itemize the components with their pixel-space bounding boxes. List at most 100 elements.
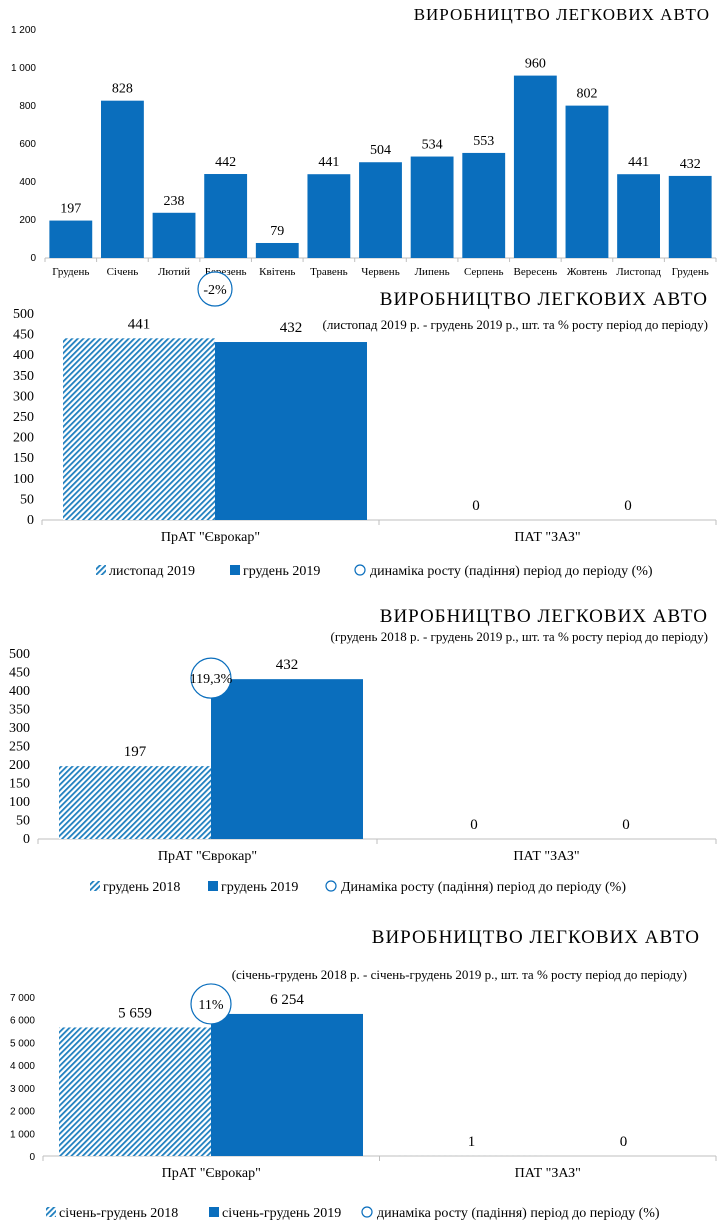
y-tick-label: 0 — [23, 832, 30, 847]
data-label: 0 — [470, 817, 478, 833]
y-tick-label: 600 — [19, 139, 36, 150]
legend-label: динаміка росту (падіння) період до періо… — [377, 1206, 660, 1221]
y-tick-label: 350 — [13, 369, 34, 384]
legend-circle-swatch — [354, 564, 366, 576]
y-tick-label: 450 — [13, 328, 34, 343]
legend-label: динаміка росту (падіння) період до періо… — [370, 564, 653, 579]
x-tick-label: Серпень — [464, 266, 504, 278]
dec2018-dec2019-chart: ВИРОБНИЦТВО ЛЕГКОВИХ АВТО (грудень 2018 р… — [9, 606, 717, 895]
bar-solid — [211, 1013, 363, 1156]
year-2018-2019-chart: ВИРОБНИЦТВО ЛЕГКОВИХ АВТО (січень-грудень… — [10, 927, 717, 1221]
data-label: 960 — [525, 57, 546, 72]
growth-label: 119,3% — [190, 672, 233, 687]
legend-label: грудень 2018 — [103, 880, 180, 895]
data-label: 0 — [472, 498, 480, 514]
bar-solid — [215, 342, 367, 520]
nov-dec-2019-chart: ВИРОБНИЦТВО ЛЕГКОВИХ АВТО (листопад 2019 … — [13, 271, 717, 579]
y-tick-label: 400 — [9, 684, 30, 699]
data-label: 0 — [622, 817, 630, 833]
legend-label: листопад 2019 — [109, 564, 195, 579]
growth-circle — [190, 657, 232, 699]
y-tick-label: 1 200 — [11, 25, 36, 36]
data-label: 238 — [164, 194, 185, 209]
y-tick-label: 100 — [13, 472, 34, 487]
data-label: 1 — [468, 1134, 476, 1150]
legend-swatch — [46, 1207, 56, 1217]
chart-title: ВИРОБНИЦТВО ЛЕГКОВИХ АВТО — [380, 606, 708, 627]
y-tick-label: 50 — [16, 814, 30, 829]
data-label: 197 — [124, 744, 147, 760]
data-label: 441 — [318, 155, 339, 170]
data-label: 441 — [628, 155, 649, 170]
chart-title: ВИРОБНИЦТВО ЛЕГКОВИХ АВТО — [372, 927, 700, 948]
data-label: 534 — [422, 138, 443, 153]
data-label: 432 — [280, 320, 303, 336]
y-tick-label: 450 — [9, 666, 30, 681]
bar-hatch — [63, 338, 215, 520]
legend-circle-swatch — [325, 880, 337, 892]
growth-label: -2% — [203, 283, 227, 298]
y-tick-label: 0 — [27, 513, 34, 528]
y-tick-label: 1 000 — [10, 1129, 35, 1140]
bar — [565, 105, 609, 259]
x-tick-label: Лютий — [158, 266, 190, 278]
x-tick-label: Квітень — [259, 266, 295, 278]
category-label: ПрАТ "Єврокар" — [161, 530, 260, 545]
data-label: 432 — [680, 157, 701, 172]
chart-title: ВИРОБНИЦТВО ЛЕГКОВИХ АВТО — [380, 289, 708, 310]
bar-hatch — [59, 766, 211, 839]
data-label: 79 — [270, 224, 284, 239]
y-tick-label: 500 — [13, 307, 34, 322]
bar — [410, 156, 454, 258]
data-label: 828 — [112, 82, 133, 97]
data-label: 6 254 — [270, 992, 304, 1008]
growth-circle — [190, 983, 232, 1025]
data-label: 0 — [624, 498, 632, 514]
y-tick-label: 800 — [19, 101, 36, 112]
y-tick-label: 200 — [9, 758, 30, 773]
x-tick-label: Червень — [361, 266, 399, 278]
x-tick-label: Грудень — [672, 266, 709, 278]
y-tick-label: 7 000 — [10, 993, 35, 1004]
y-tick-label: 5 000 — [10, 1038, 35, 1049]
chart-subtitle: (листопад 2019 р. - грудень 2019 р., шт.… — [323, 317, 708, 332]
bar — [668, 175, 712, 258]
legend-label: грудень 2019 — [221, 880, 298, 895]
legend-swatch — [208, 881, 218, 891]
bar — [617, 174, 660, 258]
y-tick-label: 50 — [20, 492, 34, 507]
y-tick-label: 500 — [9, 647, 30, 662]
y-tick-label: 200 — [19, 215, 36, 226]
y-tick-label: 200 — [13, 431, 34, 446]
bar — [513, 75, 557, 258]
legend-label: Динаміка росту (падіння) період до періо… — [341, 880, 626, 895]
y-tick-label: 400 — [13, 348, 34, 363]
y-tick-label: 300 — [9, 721, 30, 736]
bar — [204, 174, 248, 258]
growth-label: 11% — [198, 998, 223, 1013]
x-tick-label: Липень — [415, 266, 450, 278]
legend-label: січень-грудень 2018 — [59, 1206, 178, 1221]
data-label: 441 — [128, 316, 151, 332]
y-tick-label: 300 — [13, 389, 34, 404]
y-tick-label: 150 — [9, 777, 30, 792]
legend-swatch — [96, 565, 106, 575]
y-tick-label: 250 — [13, 410, 34, 425]
data-label: 432 — [276, 657, 299, 673]
bar — [101, 100, 144, 259]
y-tick-label: 100 — [9, 795, 30, 810]
y-tick-label: 150 — [13, 451, 34, 466]
legend-swatch — [209, 1207, 219, 1217]
legend-swatch — [230, 565, 240, 575]
data-label: 197 — [60, 202, 81, 217]
bar — [152, 212, 196, 258]
x-tick-label: Травень — [310, 266, 348, 278]
legend-swatch — [90, 881, 100, 891]
y-tick-label: 2 000 — [10, 1107, 35, 1118]
y-tick-label: 0 — [30, 253, 36, 264]
data-label: 802 — [576, 87, 597, 102]
x-tick-label: Грудень — [52, 266, 89, 278]
bar — [462, 152, 506, 258]
chart-subtitle: (грудень 2018 р. - грудень 2019 р., шт. … — [331, 629, 709, 644]
y-tick-label: 1 000 — [11, 63, 36, 74]
